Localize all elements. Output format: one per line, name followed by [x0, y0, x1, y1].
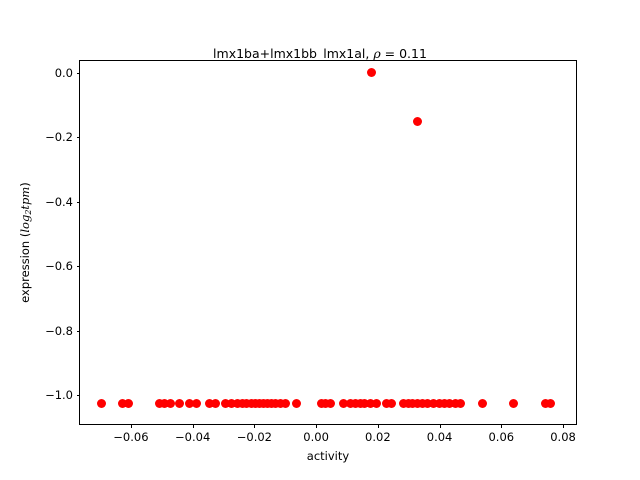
scatter-point [413, 398, 423, 408]
scatter-point [160, 398, 170, 408]
scatter-point [345, 398, 355, 408]
scatter-point [366, 398, 376, 408]
scatter-point [166, 398, 176, 408]
x-axis-tick-label: 0.08 [550, 430, 576, 444]
scatter-point [382, 398, 392, 408]
scatter-point [185, 398, 195, 408]
scatter-point [546, 398, 556, 408]
y-axis-tick [76, 330, 80, 332]
x-axis-tick-label: −0.06 [113, 430, 149, 444]
y-axis-label-suffix: ) [18, 182, 32, 187]
x-axis-tick-label: 0.00 [303, 430, 329, 444]
scatter-point [280, 398, 290, 408]
x-axis-tick [439, 424, 441, 428]
y-axis-tick-label: −0.6 [45, 259, 73, 274]
y-axis-label-log: log [18, 214, 32, 233]
scatter-point [326, 398, 336, 408]
y-axis-tick-label: 0.0 [54, 65, 73, 80]
y-axis-tick-label: −0.2 [45, 130, 73, 145]
x-axis-tick-label: 0.02 [365, 430, 391, 444]
scatter-point [192, 398, 202, 408]
scatter-point [321, 398, 331, 408]
scatter-point [241, 398, 251, 408]
x-axis-tick [563, 424, 565, 428]
chart-title-line-1-suffix: = 0.11 [380, 46, 427, 61]
scatter-point [372, 398, 382, 408]
x-axis-tick-label: 0.04 [426, 430, 453, 444]
y-axis-tick-label: −1.0 [45, 388, 73, 403]
scatter-point [413, 117, 423, 127]
scatter-point [220, 398, 230, 408]
chart-title-line-1: lmx1ba+lmx1bb_lmx1al, ρ = 0.11 [0, 45, 640, 62]
plot-axes: 0.0 −0.2 −0.4 −0.6 −0.8 −1.0 −0.06 −0.04 −0.02 0.… [45, 60, 577, 444]
y-axis-tick-label: −0.8 [45, 323, 73, 338]
rho-symbol: ρ [373, 46, 381, 61]
x-axis-tick [192, 424, 194, 428]
scatter-point [408, 398, 418, 408]
y-axis-tick [76, 266, 80, 268]
x-axis-tick [501, 424, 503, 428]
y-axis-label-tpm: tpm [18, 186, 32, 210]
scatter-point [175, 398, 185, 408]
scatter-point [351, 398, 361, 408]
scatter-point [423, 398, 433, 408]
scatter-point [429, 398, 439, 408]
y-axis-tick [76, 137, 80, 139]
scatter-point [291, 398, 301, 408]
scatter-point [540, 398, 550, 408]
plot-data-area [80, 61, 576, 424]
y-axis-tick [76, 395, 80, 397]
scatter-point [227, 398, 237, 408]
scatter-point [399, 398, 409, 408]
y-axis-tick [76, 72, 80, 74]
scatter-point [205, 398, 215, 408]
scatter-point [387, 398, 397, 408]
y-axis-tick-label: −0.4 [45, 194, 73, 209]
scatter-point [97, 398, 107, 408]
scatter-point [444, 398, 454, 408]
scatter-point [270, 398, 280, 408]
x-axis-label: activity [306, 449, 350, 463]
scatter-point [451, 398, 461, 408]
scatter-point [418, 398, 428, 408]
scatter-point [123, 398, 133, 408]
scatter-point [117, 398, 127, 408]
x-axis-tick-label: −0.02 [236, 430, 272, 444]
scatter-point [435, 398, 445, 408]
scatter-point [440, 398, 449, 408]
scatter-point [366, 68, 376, 78]
y-axis-label-prefix: expression ( [18, 232, 32, 303]
scatter-point [339, 398, 349, 408]
x-axis-tick-label: 0.06 [488, 430, 515, 444]
y-axis-label-subscript: 2 [23, 209, 33, 215]
x-axis-tick [316, 424, 318, 428]
chart-title-line-1-prefix: lmx1ba+lmx1bb_lmx1al, [213, 46, 374, 61]
scatter-point [360, 398, 370, 408]
x-axis-tick-label: −0.04 [175, 430, 211, 444]
scatter-point [316, 398, 326, 408]
scatter-point [477, 398, 487, 408]
x-axis-tick [377, 424, 379, 428]
scatter-point [232, 398, 242, 408]
x-axis-tick [130, 424, 132, 428]
y-axis-tick [76, 201, 80, 203]
scatter-point [275, 398, 285, 408]
scatter-point [508, 398, 518, 408]
scatter-point [456, 398, 466, 408]
y-axis-label: expression (log2tpm) [18, 60, 36, 425]
scatter-point [154, 398, 164, 408]
x-axis-tick [254, 424, 256, 428]
scatter-point [210, 398, 220, 408]
